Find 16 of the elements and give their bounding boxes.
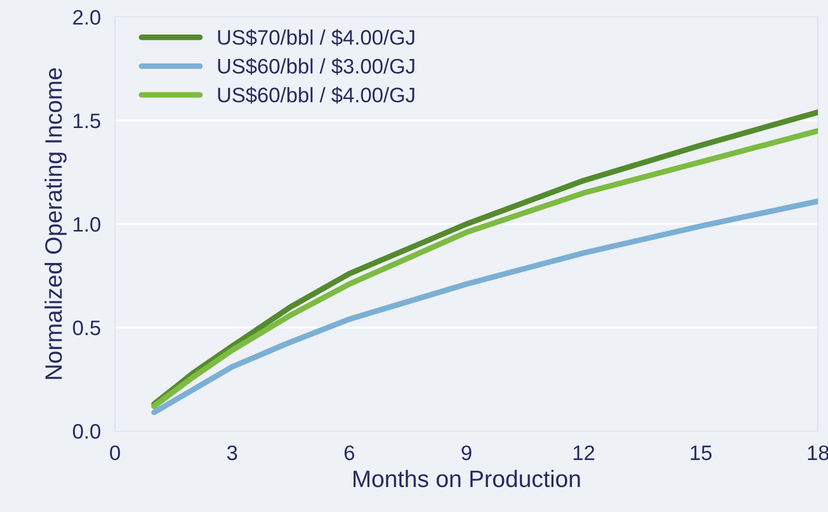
y-tick-label: 1.0 [74,217,100,232]
x-tick-label: 3 [227,445,238,460]
y-tick-label: 0.5 [72,320,100,336]
y-axis-title: Normalized Operating Income [44,68,67,379]
x-tick-label: 6 [344,445,354,460]
y-tick-label: 1.5 [74,114,100,128]
x-tick-label: 15 [690,446,712,460]
legend-label: US$60/bbl / $3.00/GJ [218,58,414,75]
x-tick-label: 0 [110,445,120,460]
y-tick-label: 2.0 [73,10,100,25]
x-tick-label: 12 [574,445,594,460]
x-axis-title: Months on Production [354,470,580,488]
legend-label: US$60/bbl / $4.00/GJ [218,86,414,104]
y-tick-label: 0.0 [72,424,100,439]
legend-label: US$70/bbl / $4.00/GJ [218,29,414,46]
x-tick-label: 9 [462,445,472,460]
